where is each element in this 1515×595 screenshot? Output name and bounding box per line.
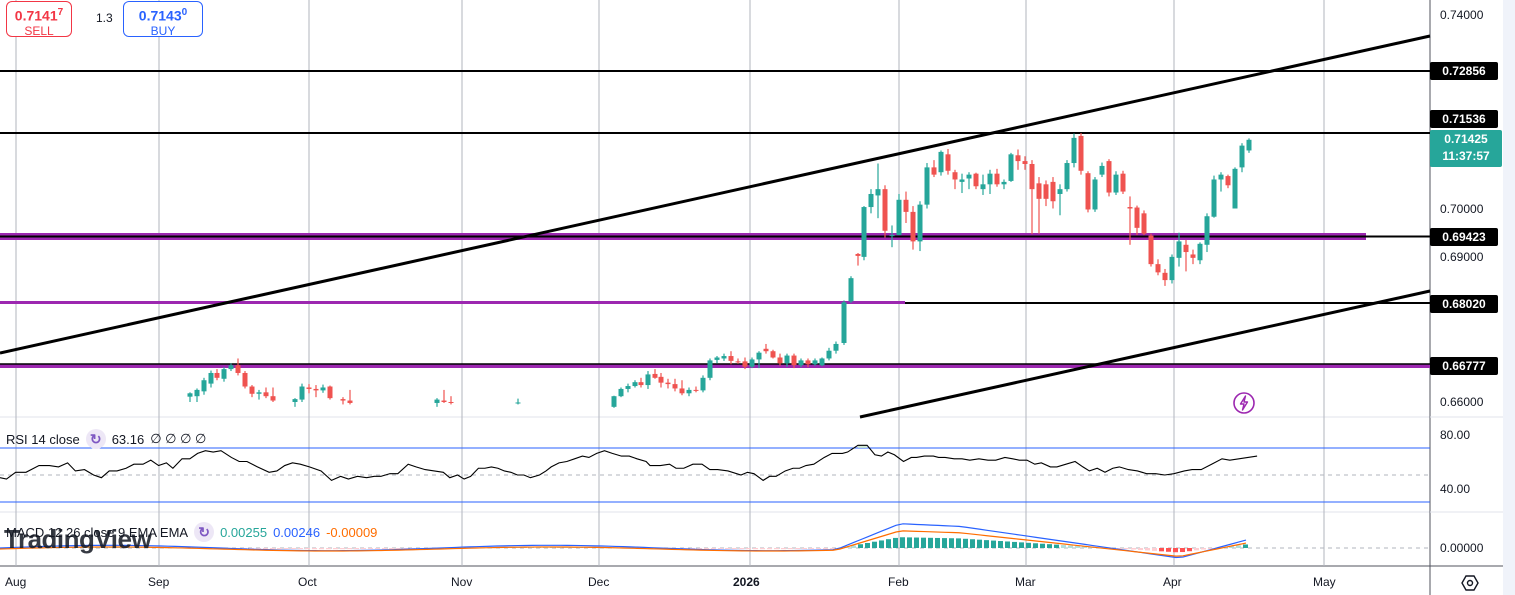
trendlines[interactable] — [0, 34, 1431, 419]
rsi-tick: 80.00 — [1440, 428, 1471, 442]
time-axis-label: Aug — [5, 575, 27, 589]
last-price-tag: 0.71425 11:37:57 — [1430, 130, 1502, 167]
price-tick: 0.69000 — [1440, 250, 1484, 264]
refresh-icon[interactable]: ↻ — [194, 522, 215, 542]
macd-line — [0, 523, 1247, 559]
rsi-tick: 40.00 — [1440, 482, 1471, 496]
spread-value: 1.3 — [96, 11, 113, 25]
price-tick: 0.70000 — [1440, 202, 1484, 216]
macd-signal-value: -0.00009 — [326, 524, 378, 540]
price-tick: 0.74000 — [1440, 8, 1484, 22]
time-axis-label: Mar — [1015, 575, 1036, 589]
rsi-title: RSI 14 close — [6, 431, 80, 447]
time-axis-label: 2026 — [733, 575, 760, 589]
macd-histogram-value: 0.00255 — [220, 524, 268, 540]
rsi-value: 63.16 — [111, 431, 145, 447]
level-tag[interactable]: 0.68020 — [1430, 295, 1498, 313]
sell-label: SELL — [24, 23, 54, 38]
rsi-line — [0, 444, 1258, 482]
upper-channel-trendline — [0, 34, 1431, 355]
time-axis-label: Sep — [148, 575, 170, 589]
sell-price: 0.71417 — [14, 7, 64, 24]
time-axis-label: Apr — [1163, 575, 1182, 589]
time-axis-label: Oct — [298, 575, 317, 589]
price-tick: 0.66000 — [1440, 395, 1484, 409]
time-axis-label: Nov — [451, 575, 473, 589]
buy-price: 0.71430 — [138, 7, 188, 24]
buy-label: BUY — [150, 23, 176, 38]
lightning-alert-icon[interactable] — [1232, 391, 1256, 415]
macd-line-value: 0.00246 — [273, 524, 321, 540]
right-scrollbar[interactable] — [1503, 0, 1515, 595]
refresh-icon[interactable]: ↻ — [85, 429, 106, 449]
rsi-overbought-fill — [858, 445, 868, 448]
macd-legend[interactable]: MACD 12 26 close 9 EMA EMA ↻ 0.00255 0.0… — [6, 522, 377, 542]
zone-0.66777 — [0, 364, 1430, 368]
rsi-extras: ∅ ∅ ∅ ∅ — [150, 431, 207, 446]
level-tag[interactable]: 0.71536 — [1430, 110, 1498, 128]
zone-0.68020 — [0, 301, 905, 304]
time-axis-label: May — [1313, 575, 1336, 589]
buy-button[interactable]: 0.71430 BUY — [123, 1, 203, 38]
horizontal-levels[interactable] — [0, 70, 1430, 368]
last-price: 0.71425 — [1444, 132, 1488, 146]
level-tag[interactable]: 0.66777 — [1430, 357, 1498, 375]
sell-button[interactable]: 0.71417 SELL — [6, 1, 72, 38]
rsi-legend[interactable]: RSI 14 close ↻ 63.16 ∅ ∅ ∅ ∅ — [6, 429, 206, 449]
macd-pane — [0, 523, 1430, 559]
signal-line — [0, 530, 1247, 557]
lower-channel-trendline — [859, 289, 1431, 419]
macd-tick: 0.00000 — [1440, 541, 1484, 555]
time-axis-label: Dec — [588, 575, 610, 589]
candlesticks — [187, 133, 1252, 408]
level-tag[interactable]: 0.69423 — [1430, 228, 1498, 246]
rsi-pane — [0, 444, 1430, 503]
bar-countdown: 11:37:57 — [1442, 149, 1490, 163]
settings-gear-icon[interactable] — [1460, 573, 1480, 593]
vertical-gridlines — [15, 0, 1325, 566]
level-tag[interactable]: 0.72856 — [1430, 62, 1498, 80]
macd-title: MACD 12 26 close 9 EMA EMA — [6, 524, 189, 540]
time-axis-label: Feb — [888, 575, 909, 589]
